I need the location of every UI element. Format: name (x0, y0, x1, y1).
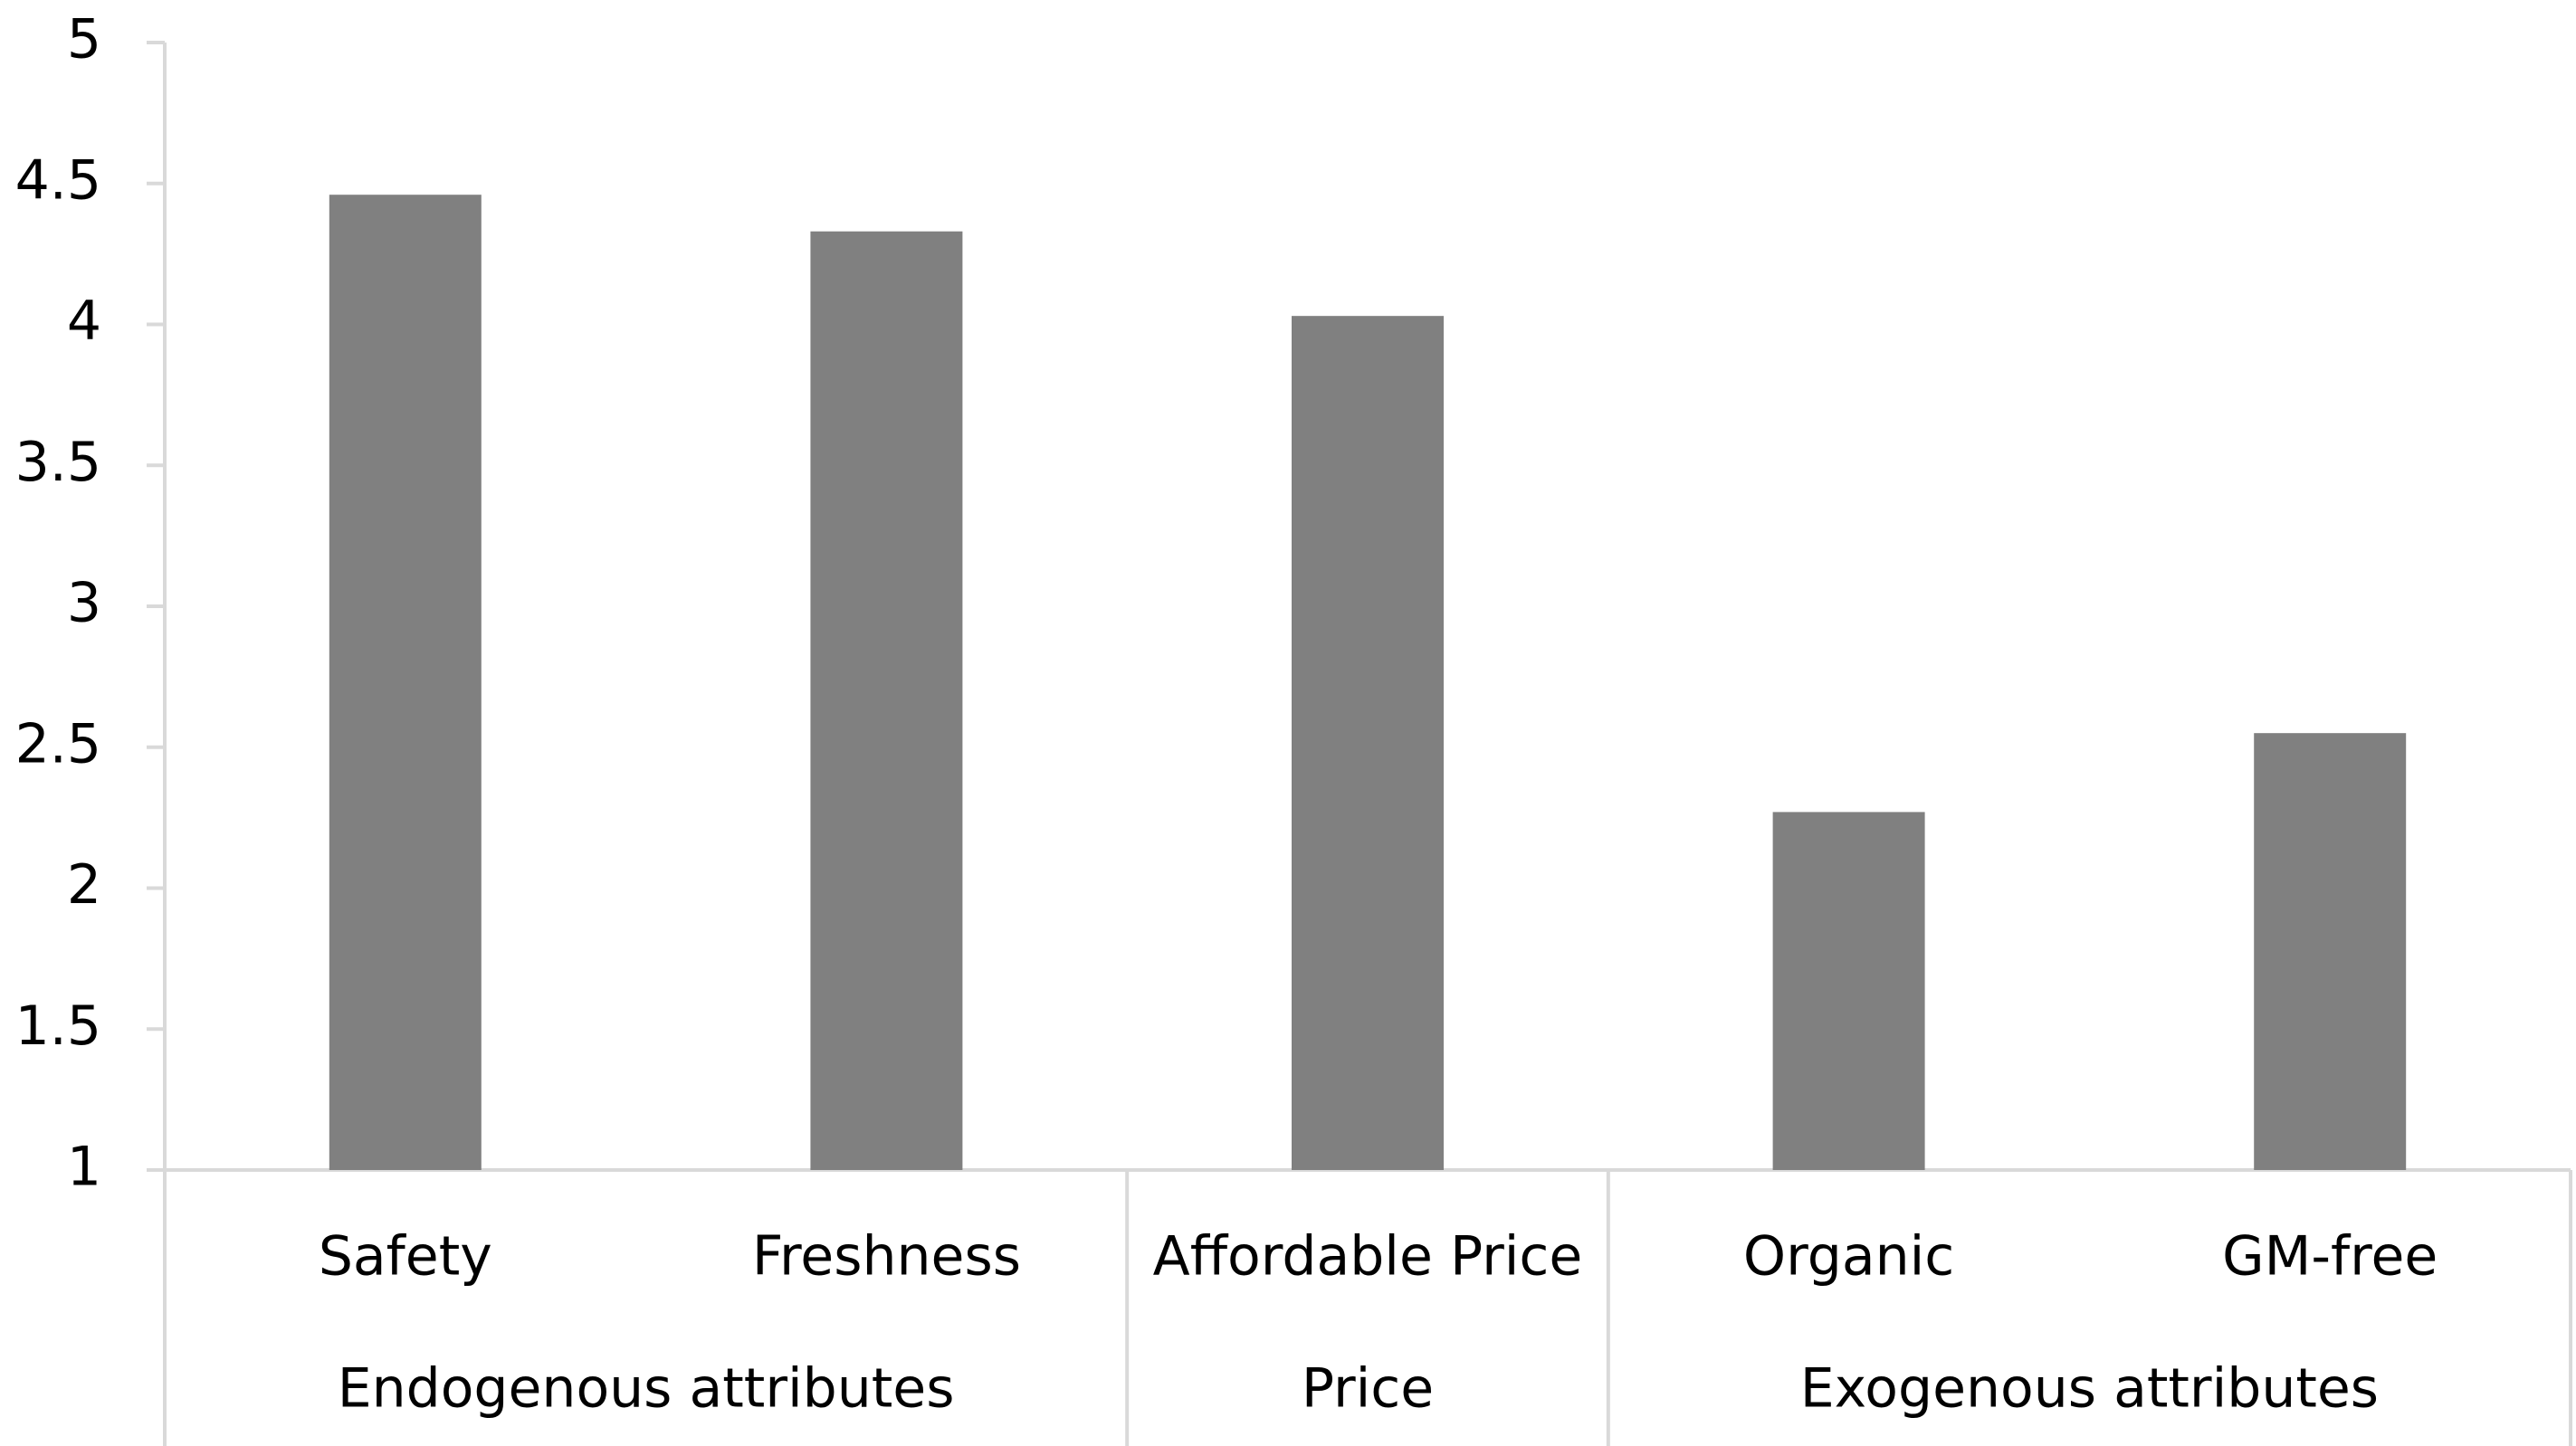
group-label: Endogenous attributes (338, 1357, 955, 1421)
group-label: Price (1302, 1357, 1434, 1421)
y-tick-label: 1.5 (15, 994, 101, 1058)
x-tick-label: Organic (1743, 1225, 1954, 1289)
x-tick-label: Freshness (752, 1225, 1021, 1289)
y-tick-label: 4.5 (15, 148, 101, 212)
bar (2254, 733, 2407, 1170)
y-tick-label: 4 (67, 290, 101, 353)
y-tick-label: 2 (67, 853, 101, 917)
bar (1772, 812, 1925, 1170)
bar (329, 195, 482, 1171)
y-tick-label: 3.5 (15, 431, 101, 494)
x-tick-label: Safety (319, 1225, 492, 1289)
x-tick-label: GM-free (2222, 1225, 2438, 1289)
bar (810, 231, 963, 1171)
y-tick-label: 3 (67, 572, 101, 635)
group-label: Exogenous attributes (1800, 1357, 2379, 1421)
y-tick-label: 2.5 (15, 712, 101, 775)
y-tick-label: 5 (67, 8, 101, 71)
x-tick-label: Affordable Price (1153, 1225, 1583, 1289)
bar (1292, 316, 1444, 1170)
y-tick-label: 1 (67, 1136, 101, 1199)
